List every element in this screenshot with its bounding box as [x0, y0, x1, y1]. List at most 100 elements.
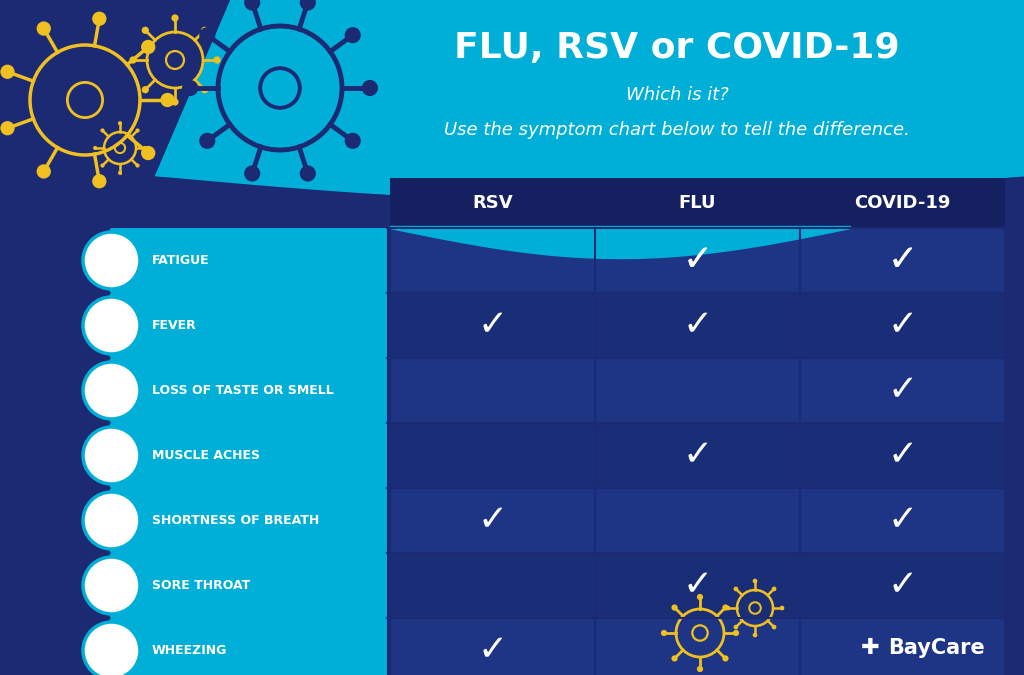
- Polygon shape: [155, 0, 1024, 175]
- FancyBboxPatch shape: [801, 359, 1004, 422]
- FancyBboxPatch shape: [801, 489, 1004, 552]
- Circle shape: [93, 146, 97, 150]
- FancyBboxPatch shape: [801, 294, 1004, 357]
- Circle shape: [244, 0, 260, 11]
- FancyBboxPatch shape: [110, 553, 387, 618]
- Circle shape: [83, 297, 140, 354]
- Text: ✓: ✓: [477, 634, 508, 668]
- Circle shape: [141, 86, 148, 93]
- FancyBboxPatch shape: [110, 423, 387, 488]
- FancyBboxPatch shape: [110, 488, 387, 553]
- Circle shape: [142, 146, 146, 150]
- Text: ✓: ✓: [888, 504, 918, 537]
- FancyBboxPatch shape: [596, 489, 799, 552]
- Text: ✓: ✓: [888, 373, 918, 408]
- Circle shape: [0, 121, 14, 136]
- Circle shape: [697, 666, 703, 672]
- Circle shape: [200, 27, 215, 43]
- Circle shape: [83, 622, 140, 675]
- Text: RSV: RSV: [472, 194, 513, 212]
- Circle shape: [135, 163, 139, 167]
- Circle shape: [37, 164, 51, 179]
- Circle shape: [118, 171, 122, 175]
- Circle shape: [753, 632, 758, 637]
- Text: COVID-19: COVID-19: [854, 194, 950, 212]
- Circle shape: [772, 625, 776, 629]
- FancyBboxPatch shape: [391, 229, 594, 292]
- FancyBboxPatch shape: [596, 554, 799, 617]
- Circle shape: [779, 605, 784, 610]
- Text: ✓: ✓: [682, 244, 713, 277]
- Circle shape: [345, 133, 360, 149]
- FancyBboxPatch shape: [110, 293, 387, 358]
- Text: ✓: ✓: [477, 308, 508, 342]
- Text: BayCare: BayCare: [888, 638, 985, 658]
- Circle shape: [83, 362, 140, 419]
- Circle shape: [83, 492, 140, 549]
- Text: SORE THROAT: SORE THROAT: [152, 579, 250, 592]
- Text: ✓: ✓: [888, 244, 918, 277]
- Text: LOSS OF TASTE OR SMELL: LOSS OF TASTE OR SMELL: [152, 384, 333, 397]
- Circle shape: [100, 163, 104, 167]
- FancyBboxPatch shape: [391, 424, 594, 487]
- FancyBboxPatch shape: [596, 424, 799, 487]
- Text: Which is it?: Which is it?: [626, 86, 728, 104]
- Circle shape: [733, 630, 739, 636]
- Text: ✓: ✓: [682, 568, 713, 603]
- Circle shape: [361, 80, 378, 96]
- FancyBboxPatch shape: [596, 619, 799, 675]
- Circle shape: [672, 655, 678, 662]
- Circle shape: [300, 165, 315, 182]
- Circle shape: [733, 625, 738, 629]
- Circle shape: [753, 578, 758, 583]
- Circle shape: [92, 11, 106, 26]
- FancyBboxPatch shape: [801, 229, 1004, 292]
- Circle shape: [0, 65, 14, 79]
- Circle shape: [722, 655, 728, 662]
- Circle shape: [92, 174, 106, 188]
- Circle shape: [171, 99, 178, 106]
- Polygon shape: [0, 175, 80, 675]
- Polygon shape: [0, 0, 230, 175]
- Circle shape: [129, 56, 136, 63]
- Text: ✓: ✓: [682, 308, 713, 342]
- Text: ✓: ✓: [888, 244, 918, 277]
- Circle shape: [726, 605, 730, 610]
- FancyBboxPatch shape: [596, 359, 799, 422]
- Circle shape: [83, 557, 140, 614]
- FancyBboxPatch shape: [110, 358, 387, 423]
- Circle shape: [201, 86, 208, 93]
- FancyBboxPatch shape: [596, 229, 799, 292]
- FancyBboxPatch shape: [110, 618, 387, 675]
- Text: ✓: ✓: [477, 504, 508, 537]
- Text: SHORTNESS OF BREATH: SHORTNESS OF BREATH: [152, 514, 318, 527]
- Circle shape: [100, 128, 104, 132]
- Text: WHEEZING: WHEEZING: [152, 644, 227, 657]
- FancyBboxPatch shape: [596, 294, 799, 357]
- Circle shape: [182, 80, 199, 96]
- Circle shape: [37, 22, 51, 36]
- Text: Use the symptom chart below to tell the difference.: Use the symptom chart below to tell the …: [444, 121, 910, 139]
- Text: ✓: ✓: [888, 308, 918, 342]
- Circle shape: [213, 56, 220, 63]
- Text: FEVER: FEVER: [152, 319, 197, 332]
- Circle shape: [300, 0, 315, 11]
- Circle shape: [135, 128, 139, 132]
- Text: MUSCLE ACHES: MUSCLE ACHES: [152, 449, 259, 462]
- Circle shape: [161, 93, 175, 107]
- Circle shape: [672, 604, 678, 611]
- Circle shape: [141, 26, 148, 34]
- FancyBboxPatch shape: [801, 424, 1004, 487]
- Circle shape: [201, 26, 208, 34]
- Circle shape: [244, 165, 260, 182]
- FancyBboxPatch shape: [390, 178, 1005, 228]
- Circle shape: [83, 427, 140, 484]
- Text: ✓: ✓: [682, 244, 713, 277]
- Circle shape: [772, 587, 776, 591]
- Circle shape: [200, 133, 215, 149]
- FancyBboxPatch shape: [391, 294, 594, 357]
- Text: ✓: ✓: [888, 568, 918, 603]
- Circle shape: [171, 14, 178, 22]
- FancyBboxPatch shape: [391, 359, 594, 422]
- Circle shape: [697, 594, 703, 600]
